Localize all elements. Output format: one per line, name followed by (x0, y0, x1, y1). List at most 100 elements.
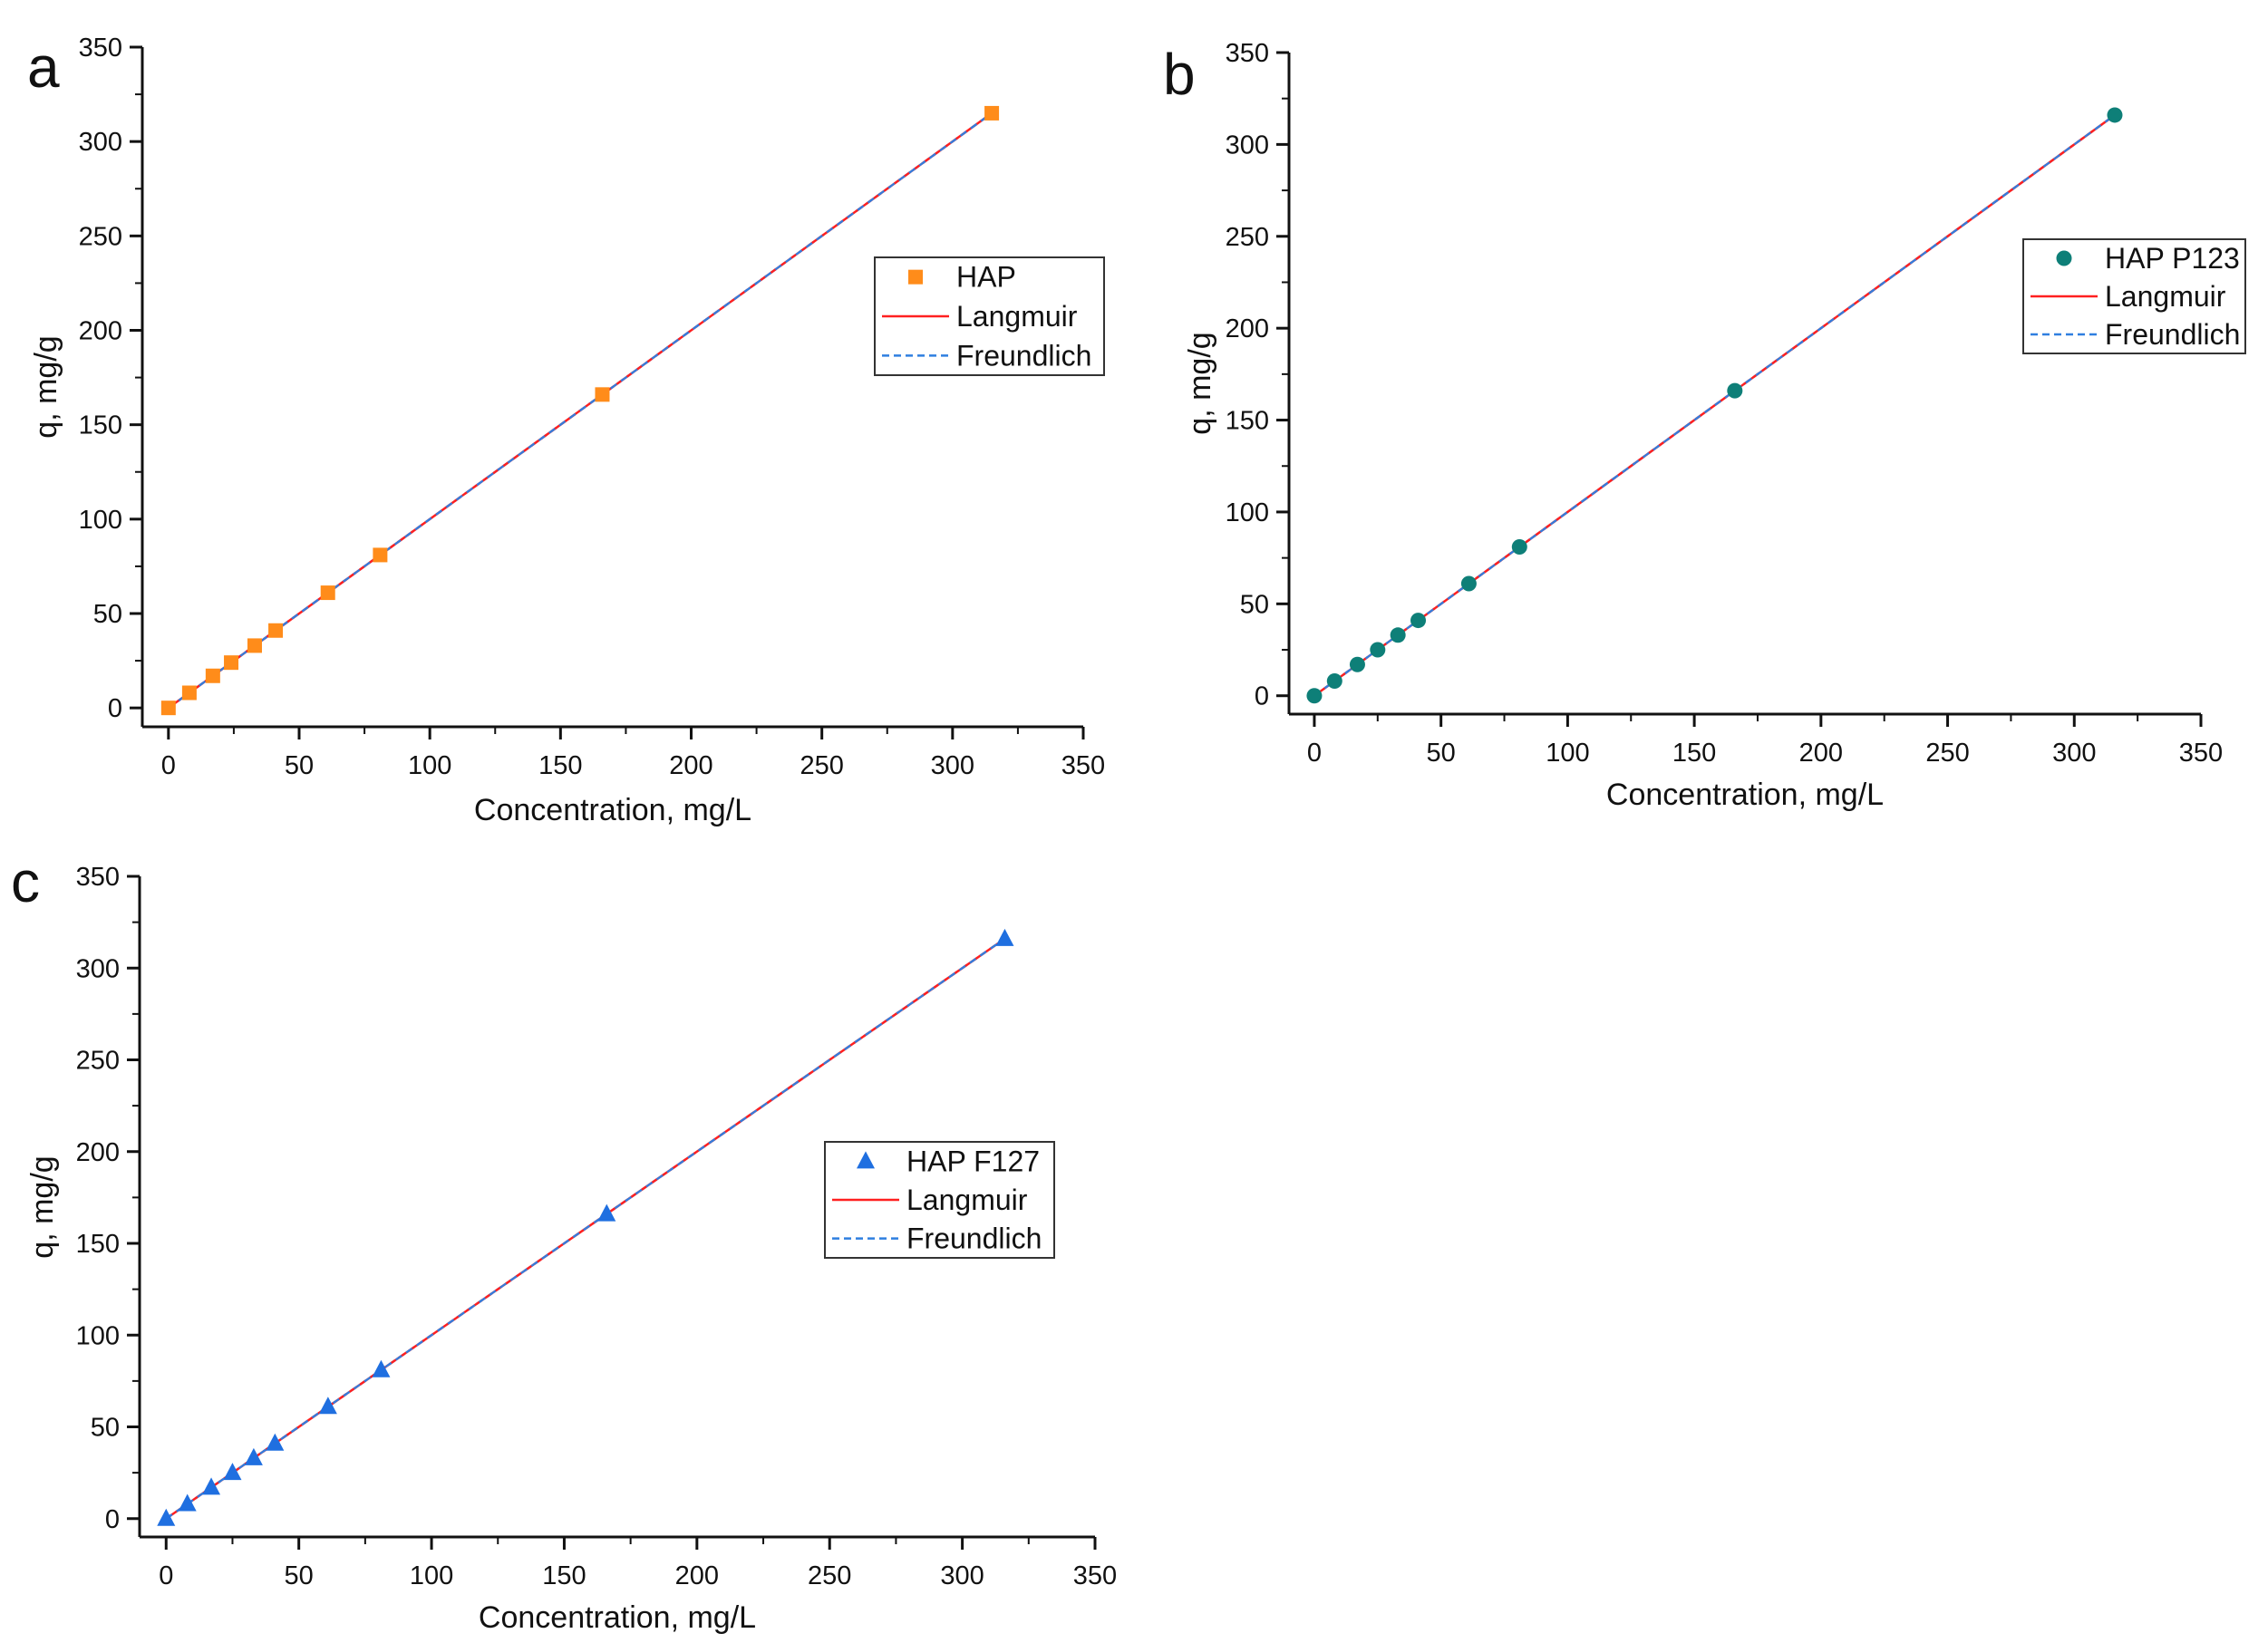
x-tick-label: 100 (410, 1561, 453, 1590)
data-point (224, 655, 239, 671)
x-tick-label: 150 (1672, 739, 1716, 768)
data-point (1460, 575, 1477, 592)
x-tick-label: 300 (931, 751, 974, 780)
data-point (202, 1477, 221, 1495)
x-tick-label: 0 (1307, 739, 1322, 768)
y-tick-label: 0 (105, 1505, 120, 1534)
y-tick-label: 350 (1226, 39, 1269, 68)
x-axis-title: Concentration, mg/L (1606, 778, 1884, 812)
data-point (1370, 642, 1386, 658)
panel-a: a 0 50 100 150 200 250 300 350 0 50 100 150 200 250 300… (27, 34, 1105, 827)
y-tick-label: 0 (1255, 682, 1269, 711)
data-point (2107, 107, 2123, 123)
x-tick-label: 350 (1061, 751, 1105, 780)
y-tick-label: 250 (79, 222, 122, 251)
y-tick-label: 100 (1226, 498, 1269, 527)
x-tick-label: 50 (285, 1561, 314, 1590)
x-tick-label: 350 (2179, 739, 2223, 768)
data-point (1390, 627, 1406, 643)
y-tick-label: 200 (76, 1138, 120, 1167)
y-tick-label: 50 (91, 1414, 120, 1443)
x-axis-title: Concentration, mg/L (474, 793, 751, 827)
data-point (1326, 673, 1342, 689)
data-point (266, 1433, 285, 1451)
y-tick-label: 100 (76, 1321, 120, 1350)
panel-b: b 0 50 100 150 200 250 300 350 0 50 100 150 200 250 300… (1163, 39, 2246, 812)
y-tick-label: 250 (76, 1047, 120, 1076)
legend-label: HAP (956, 261, 1016, 294)
data-point (320, 585, 335, 601)
y-axis-title: q, mg/g (1183, 332, 1217, 434)
data-point (1349, 656, 1365, 672)
data-point (1511, 538, 1527, 555)
y-axis-title: q, mg/g (25, 1155, 60, 1258)
x-axis-title: Concentration, mg/L (479, 1600, 756, 1635)
data-point (157, 1508, 176, 1526)
data-point (1727, 382, 1743, 399)
data-point (178, 1493, 197, 1512)
legend-label: Freundlich (906, 1223, 1042, 1255)
y-tick-label: 100 (79, 506, 122, 535)
x-tick-label: 250 (1925, 739, 1969, 768)
x-tick-label: 250 (808, 1561, 851, 1590)
y-tick-label: 300 (76, 954, 120, 983)
data-point (984, 105, 1000, 121)
x-tick-label: 200 (669, 751, 712, 780)
legend-marker-triangle (857, 1151, 875, 1169)
x-tick-label: 200 (1799, 739, 1843, 768)
data-point (247, 638, 262, 653)
legend: HAP Langmuir Freundlich (874, 256, 1105, 376)
legend-label: Langmuir (956, 300, 1078, 333)
x-tick-label: 300 (2052, 739, 2096, 768)
legend-marker-circle (2056, 250, 2072, 266)
data-point (160, 701, 176, 716)
x-tick-label: 50 (1427, 739, 1456, 768)
data-point (244, 1447, 263, 1465)
legend-label: Freundlich (956, 339, 1091, 372)
data-point (1410, 613, 1427, 629)
y-tick-label: 150 (76, 1230, 120, 1259)
x-tick-label: 350 (1073, 1561, 1117, 1590)
y-tick-label: 200 (1226, 314, 1269, 343)
legend-label: Langmuir (906, 1184, 1028, 1216)
panel-label: b (1163, 42, 1196, 107)
data-point (318, 1397, 337, 1415)
x-tick-label: 150 (542, 1561, 586, 1590)
data-point (995, 928, 1014, 946)
y-tick-label: 300 (1226, 130, 1269, 159)
data-point (597, 1203, 616, 1222)
x-tick-label: 0 (161, 751, 176, 780)
y-tick-label: 150 (79, 411, 122, 440)
y-tick-label: 350 (76, 863, 120, 892)
y-tick-label: 150 (1226, 407, 1269, 436)
data-point (181, 685, 197, 701)
langmuir-fit-line (1313, 113, 2116, 697)
data-point (372, 1359, 391, 1377)
legend-label: Langmuir (2105, 280, 2226, 313)
legend-label: HAP P123 (2105, 242, 2240, 275)
data-point (205, 668, 220, 683)
x-tick-label: 0 (159, 1561, 173, 1590)
data-point (1306, 688, 1323, 704)
data-point (373, 547, 388, 563)
panel-label: c (11, 849, 40, 914)
x-tick-label: 150 (538, 751, 582, 780)
freundlich-fit-overlay (168, 112, 993, 710)
y-tick-label: 50 (93, 600, 122, 629)
y-axis-title: q, mg/g (29, 335, 63, 438)
legend-label: Freundlich (2105, 318, 2240, 351)
data-point (223, 1463, 242, 1481)
freundlich-fit-overlay (165, 937, 1006, 1520)
panel-c: c 0 50 100 150 200 250 300 350 0 50 100 150 200 250 300… (11, 849, 1117, 1635)
x-tick-label: 300 (940, 1561, 984, 1590)
y-tick-label: 300 (79, 128, 122, 157)
x-tick-label: 50 (285, 751, 314, 780)
y-tick-label: 0 (108, 694, 122, 723)
legend: HAP F127 Langmuir Freundlich (824, 1141, 1055, 1259)
legend-label: HAP F127 (906, 1145, 1040, 1177)
y-tick-label: 350 (79, 34, 122, 63)
data-point (595, 387, 610, 402)
y-tick-label: 200 (79, 317, 122, 346)
